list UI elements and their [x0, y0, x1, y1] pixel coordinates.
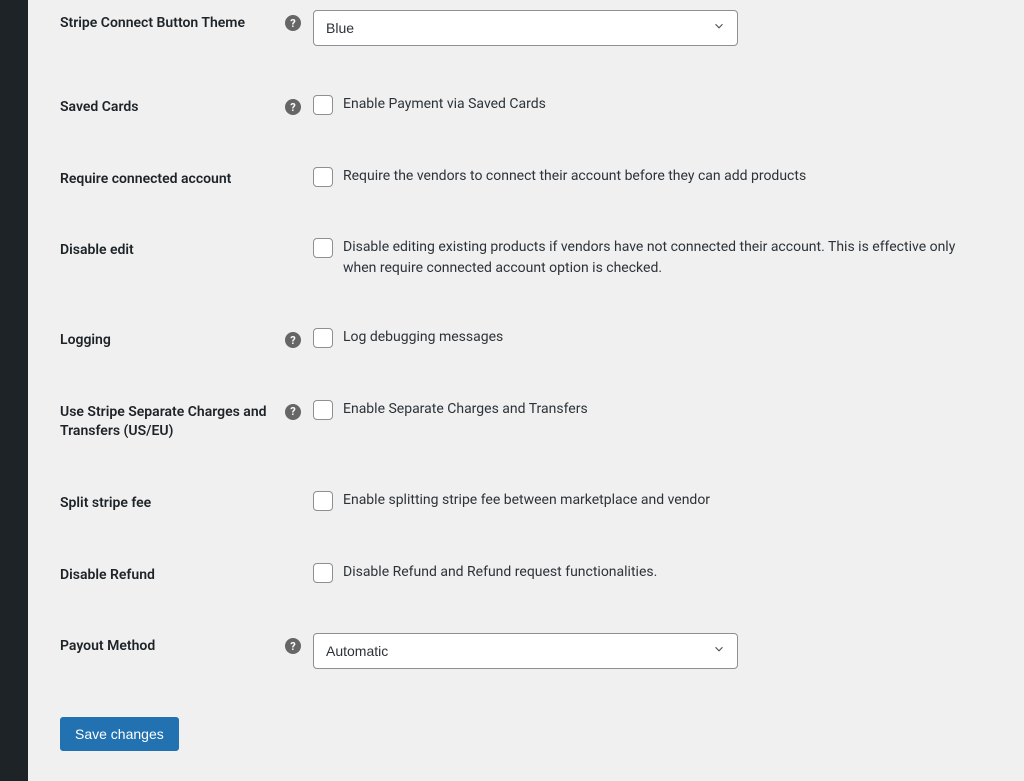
help-col [285, 562, 313, 567]
help-col: ? [285, 94, 313, 115]
label-col: Payout Method [60, 633, 285, 657]
field-col: Automatic [313, 633, 992, 669]
label-disable-refund: Disable Refund [60, 566, 155, 586]
label-stripe-button-theme: Stripe Connect Button Theme [60, 14, 245, 34]
checkbox-wrap: Enable splitting stripe fee between mark… [313, 490, 710, 511]
require-connected-checkbox-label: Require the vendors to connect their acc… [343, 166, 806, 187]
label-col: Logging [60, 327, 285, 351]
label-require-connected: Require connected account [60, 170, 231, 190]
checkbox-wrap: Enable Payment via Saved Cards [313, 94, 546, 115]
help-col: ? [285, 399, 313, 420]
setting-row-disable-edit: Disable edit Disable editing existing pr… [60, 237, 992, 279]
setting-row-payout-method: Payout Method ? Automatic [60, 633, 992, 669]
setting-row-saved-cards: Saved Cards ? Enable Payment via Saved C… [60, 94, 992, 118]
help-col: ? [285, 10, 313, 31]
require-connected-checkbox[interactable] [313, 167, 333, 187]
button-row: Save changes [60, 717, 992, 751]
select-wrap: Blue [313, 10, 738, 46]
field-col: Enable Separate Charges and Transfers [313, 399, 992, 420]
saved-cards-checkbox-label: Enable Payment via Saved Cards [343, 94, 546, 115]
split-fee-checkbox[interactable] [313, 491, 333, 511]
help-icon[interactable]: ? [285, 332, 301, 348]
field-col: Disable Refund and Refund request functi… [313, 562, 992, 583]
help-icon[interactable]: ? [285, 15, 301, 31]
label-col: Saved Cards [60, 94, 285, 118]
select-wrap: Automatic [313, 633, 738, 669]
label-payout-method: Payout Method [60, 637, 155, 657]
help-col: ? [285, 633, 313, 654]
logging-checkbox-label: Log debugging messages [343, 327, 503, 348]
help-icon[interactable]: ? [285, 638, 301, 654]
help-col [285, 490, 313, 495]
field-col: Enable Payment via Saved Cards [313, 94, 992, 115]
setting-row-logging: Logging ? Log debugging messages [60, 327, 992, 351]
label-logging: Logging [60, 331, 111, 351]
field-col: Disable editing existing products if ven… [313, 237, 992, 279]
checkbox-wrap: Disable Refund and Refund request functi… [313, 562, 657, 583]
label-saved-cards: Saved Cards [60, 98, 138, 118]
setting-row-require-connected: Require connected account Require the ve… [60, 166, 992, 190]
checkbox-wrap: Require the vendors to connect their acc… [313, 166, 806, 187]
payout-method-select[interactable]: Automatic [313, 633, 738, 669]
disable-refund-checkbox-label: Disable Refund and Refund request functi… [343, 562, 657, 583]
disable-refund-checkbox[interactable] [313, 563, 333, 583]
help-col: ? [285, 327, 313, 348]
save-button[interactable]: Save changes [60, 717, 179, 751]
admin-sidebar [0, 0, 28, 781]
label-col: Require connected account [60, 166, 285, 190]
disable-edit-checkbox[interactable] [313, 238, 333, 258]
checkbox-wrap: Disable editing existing products if ven… [313, 237, 992, 279]
stripe-button-theme-select[interactable]: Blue [313, 10, 738, 46]
label-separate-charges: Use Stripe Separate Charges and Transfer… [60, 403, 275, 442]
setting-row-split-fee: Split stripe fee Enable splitting stripe… [60, 490, 992, 514]
logging-checkbox[interactable] [313, 328, 333, 348]
disable-edit-checkbox-label: Disable editing existing products if ven… [343, 237, 992, 279]
separate-charges-checkbox-label: Enable Separate Charges and Transfers [343, 399, 588, 420]
help-icon[interactable]: ? [285, 99, 301, 115]
field-col: Log debugging messages [313, 327, 992, 348]
help-col [285, 166, 313, 171]
field-col: Require the vendors to connect their acc… [313, 166, 992, 187]
checkbox-wrap: Enable Separate Charges and Transfers [313, 399, 588, 420]
label-disable-edit: Disable edit [60, 241, 134, 261]
setting-row-stripe-button-theme: Stripe Connect Button Theme ? Blue [60, 10, 992, 46]
help-icon[interactable]: ? [285, 404, 301, 420]
label-col: Split stripe fee [60, 490, 285, 514]
split-fee-checkbox-label: Enable splitting stripe fee between mark… [343, 490, 710, 511]
field-col: Enable splitting stripe fee between mark… [313, 490, 992, 511]
field-col: Blue [313, 10, 992, 46]
saved-cards-checkbox[interactable] [313, 95, 333, 115]
settings-form: Stripe Connect Button Theme ? Blue Saved… [28, 0, 1024, 781]
label-split-fee: Split stripe fee [60, 494, 151, 514]
setting-row-disable-refund: Disable Refund Disable Refund and Refund… [60, 562, 992, 586]
setting-row-separate-charges: Use Stripe Separate Charges and Transfer… [60, 399, 992, 442]
label-col: Stripe Connect Button Theme [60, 10, 285, 34]
label-col: Disable edit [60, 237, 285, 261]
label-col: Disable Refund [60, 562, 285, 586]
help-col [285, 237, 313, 242]
label-col: Use Stripe Separate Charges and Transfer… [60, 399, 285, 442]
checkbox-wrap: Log debugging messages [313, 327, 503, 348]
separate-charges-checkbox[interactable] [313, 400, 333, 420]
